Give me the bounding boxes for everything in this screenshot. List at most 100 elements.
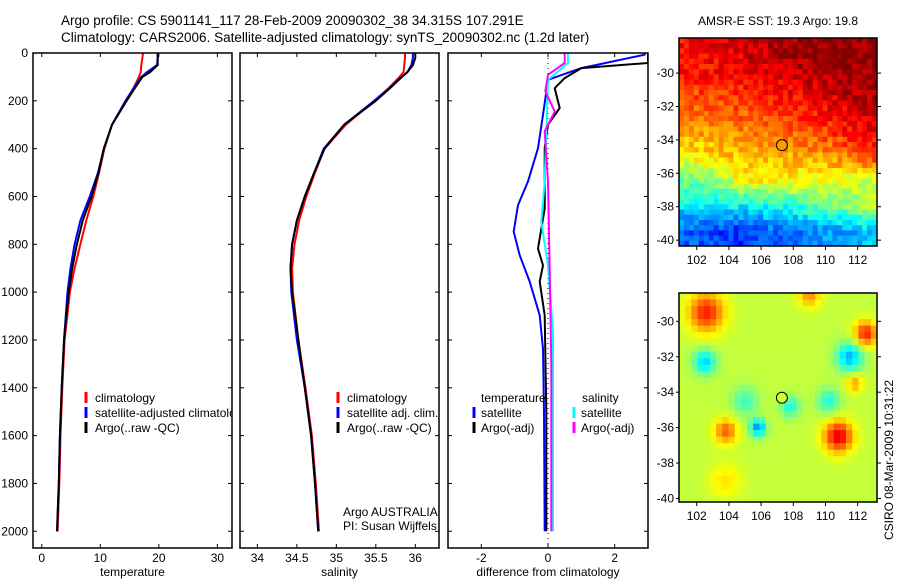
heatmap-cell <box>718 194 725 200</box>
legend-label: climatology <box>95 391 155 405</box>
heatmap-cell <box>763 230 769 237</box>
heatmap-cell <box>797 64 804 70</box>
series-line-argo-raw-qc- <box>289 53 417 532</box>
heatmap-cell <box>713 48 720 55</box>
heatmap-cell <box>683 173 690 179</box>
heatmap-cell <box>862 220 868 226</box>
heatmap-cell <box>827 48 833 55</box>
heatmap-cell <box>748 126 754 133</box>
heatmap-cell <box>796 364 804 372</box>
heatmap-cell <box>722 404 729 412</box>
heatmap-cell <box>842 38 848 44</box>
heatmap-cell <box>864 469 872 477</box>
heatmap-cell <box>722 495 729 503</box>
heatmap-cell <box>747 462 754 470</box>
heatmap-cell <box>683 95 690 101</box>
heatmap-cell <box>864 384 872 392</box>
heatmap-cell <box>703 126 710 133</box>
heatmap-cell <box>679 225 685 231</box>
heatmap-cell <box>698 225 705 231</box>
heatmap-cell <box>808 338 816 346</box>
heatmap-cell <box>778 423 785 431</box>
heatmap-cell <box>679 338 686 346</box>
heatmap-cell <box>808 443 816 451</box>
heatmap-cell <box>688 220 695 226</box>
heatmap-cell <box>817 225 824 231</box>
heatmap-cell <box>833 325 841 333</box>
heatmap-cell <box>812 126 819 133</box>
heatmap-cell <box>743 131 749 138</box>
heatmap-cell <box>716 293 723 301</box>
heatmap-cell <box>852 351 859 359</box>
y-tick-label: -38 <box>657 456 675 470</box>
heatmap-cell <box>693 69 700 75</box>
heatmap-cell <box>747 469 754 477</box>
heatmap-cell <box>748 64 754 70</box>
heatmap-cell <box>773 199 779 205</box>
heatmap-cell <box>733 58 739 65</box>
heatmap-cell <box>759 312 767 320</box>
heatmap-cell <box>808 462 816 470</box>
heatmap-cell <box>802 345 810 353</box>
heatmap-cell <box>815 345 822 353</box>
heatmap-cell <box>703 199 710 205</box>
heatmap-cell <box>827 351 835 359</box>
heatmap-cell <box>734 325 742 333</box>
heatmap-cell <box>864 475 872 483</box>
heatmap-cell <box>808 449 816 457</box>
heatmap-cell <box>748 240 754 247</box>
heatmap-cell <box>697 397 705 405</box>
heatmap-cell <box>716 306 723 314</box>
heatmap-cell <box>815 469 822 477</box>
heatmap-cell <box>802 225 809 231</box>
heatmap-cell <box>691 410 699 418</box>
heatmap-cell <box>852 74 858 81</box>
heatmap-cell <box>718 69 725 75</box>
heatmap-cell <box>817 183 824 190</box>
heatmap-cell <box>685 469 692 477</box>
heatmap-cell <box>796 443 804 451</box>
heatmap-cell <box>763 147 769 153</box>
heatmap-cell <box>858 306 866 314</box>
heatmap-cell <box>759 423 767 431</box>
heatmap-cell <box>683 162 690 169</box>
heatmap-cell <box>787 157 794 164</box>
heatmap-cell <box>728 131 734 138</box>
y-tick-label: -36 <box>657 421 675 435</box>
heatmap-cell <box>822 126 828 133</box>
heatmap-cell <box>796 293 804 301</box>
heatmap-cell <box>784 423 791 431</box>
heatmap-cell <box>864 325 872 333</box>
heatmap-cell <box>683 110 690 117</box>
figure-title-line1: Argo profile: CS 5901141_117 28-Feb-2009… <box>61 13 524 28</box>
x-tick-label: 35 <box>330 551 344 565</box>
heatmap-cell <box>807 95 814 101</box>
heatmap-cell <box>740 404 748 412</box>
heatmap-cell <box>708 74 715 81</box>
heatmap-cell <box>738 95 744 101</box>
heatmap-cell <box>821 404 828 412</box>
heatmap-cell <box>768 220 774 226</box>
heatmap-cell <box>703 183 710 190</box>
heatmap-cell <box>827 100 833 107</box>
heatmap-cell <box>847 38 853 44</box>
heatmap-cell <box>796 436 804 444</box>
heatmap-cell <box>822 152 828 159</box>
heatmap-cell <box>867 110 873 117</box>
heatmap-cell <box>688 157 695 164</box>
heatmap-cell <box>683 204 690 211</box>
axes-frame <box>447 52 649 549</box>
heatmap-cell <box>862 58 868 65</box>
heatmap-cell <box>864 338 872 346</box>
heatmap-cell <box>743 58 749 65</box>
heatmap-cell <box>773 178 779 185</box>
heatmap-cell <box>837 147 843 153</box>
heatmap-cell <box>740 306 748 314</box>
heatmap-cell <box>703 136 710 143</box>
heatmap-cell <box>778 338 785 346</box>
heatmap-cell <box>858 430 866 438</box>
heatmap-cell <box>698 58 705 65</box>
heatmap-cell <box>763 100 769 107</box>
heatmap-cell <box>743 204 749 211</box>
